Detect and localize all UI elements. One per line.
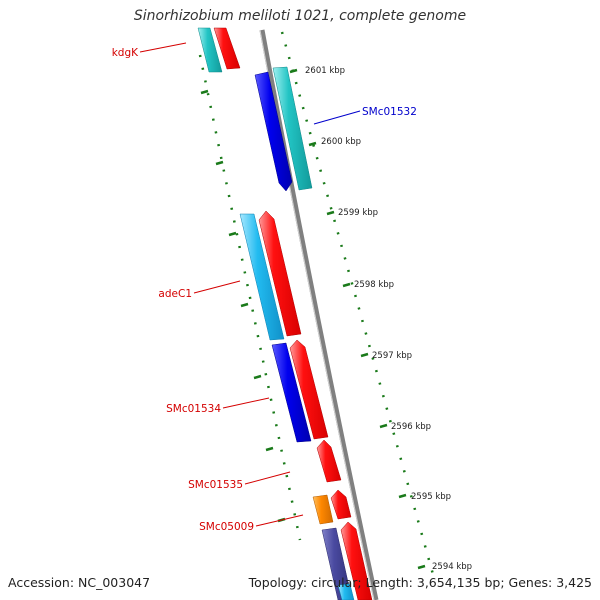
gene-feature-red-smc05009[interactable] [330, 489, 352, 520]
gene-label-kdgk[interactable]: kdgK [112, 47, 139, 59]
gene-feature-cyan-smc01532[interactable] [272, 66, 313, 191]
leader-line-smc01535 [244, 471, 291, 485]
tick-label-2601: 2601 kbp [305, 66, 345, 76]
tick-label-2595: 2595 kbp [411, 492, 451, 502]
gene-label-smc05009[interactable]: SMc05009 [199, 521, 254, 533]
tick-label-2597: 2597 kbp [372, 351, 412, 361]
tick-mark-2595 [398, 493, 407, 499]
leader-line-smc01532 [313, 110, 361, 125]
tick-mark-2599 [326, 210, 335, 216]
gene-feature-cyan-top-left[interactable] [197, 27, 223, 73]
gene-feature-red-adec1[interactable] [258, 210, 302, 337]
tick-mark-2598 [342, 282, 351, 288]
gene-feature-sky-bottom[interactable] [337, 583, 355, 600]
tick-label-2596: 2596 kbp [391, 422, 431, 432]
gene-feature-red-bottom[interactable] [340, 521, 373, 600]
map-title: Sinorhizobium meliloti 1021, complete ge… [133, 8, 467, 24]
leader-line-smc05009 [255, 514, 304, 527]
inner-tick-track [198, 54, 302, 541]
leader-line-kdgk [139, 42, 187, 53]
tick-label-2598: 2598 kbp [354, 280, 394, 290]
gene-feature-blue-smc01532[interactable] [254, 71, 293, 192]
tick-mark-2596 [379, 423, 388, 429]
outer-major-ticks [289, 68, 426, 570]
tick-mark-2601 [289, 68, 298, 74]
gene-feature-red-top[interactable] [213, 27, 241, 70]
tick-label-2599: 2599 kbp [338, 208, 378, 218]
gene-label-smc01535[interactable]: SMc01535 [188, 479, 243, 491]
gene-feature-slate-bottom[interactable] [321, 527, 353, 600]
gene-label-smc01532[interactable]: SMc01532 [362, 106, 417, 118]
leader-line-smc01534 [222, 397, 270, 409]
tick-mark-2600 [308, 141, 317, 147]
gene-feature-skyblue-adec1[interactable] [239, 213, 285, 341]
tick-mark-2597 [360, 352, 369, 358]
tick-label-2594: 2594 kbp [432, 562, 472, 572]
genome-backbone [259, 29, 379, 600]
accession-text: Accession: NC_003047 [8, 575, 151, 590]
tick-mark-2594 [417, 564, 426, 570]
leader-line-adec1 [193, 280, 241, 294]
tick-label-2600: 2600 kbp [321, 137, 361, 147]
gene-label-adec1[interactable]: adeC1 [158, 288, 192, 300]
genome-summary-text: Topology: circular; Length: 3,654,135 bp… [248, 575, 592, 590]
gene-feature-red-smc01534[interactable] [289, 339, 329, 440]
gene-feature-blue-smc01534[interactable] [271, 342, 312, 443]
gene-feature-red-smc01535[interactable] [316, 439, 342, 483]
gene-feature-orange-smc05009[interactable] [312, 494, 334, 525]
gene-label-smc01534[interactable]: SMc01534 [166, 403, 221, 415]
